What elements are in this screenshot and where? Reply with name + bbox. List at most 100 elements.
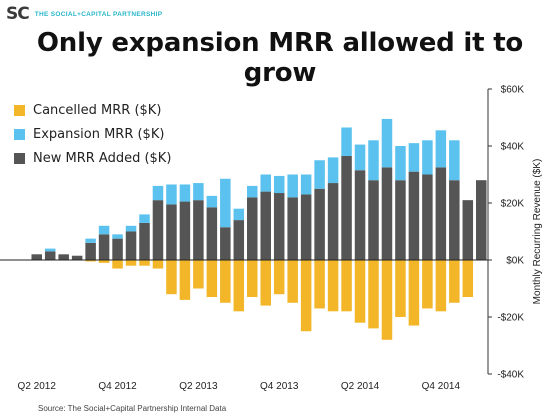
new-mrr-bar xyxy=(31,254,42,260)
cancelled-mrr-bar xyxy=(220,260,231,303)
new-mrr-bar xyxy=(462,200,474,260)
expansion-mrr-bar xyxy=(44,248,56,252)
new-mrr-bar xyxy=(341,155,352,260)
new-mrr-bar xyxy=(408,171,420,260)
new-mrr-bar xyxy=(58,254,69,260)
cancelled-mrr-bar xyxy=(193,260,204,289)
expansion-mrr-bar xyxy=(152,185,164,201)
new-mrr-bar xyxy=(273,193,285,260)
legend-swatch-cancelled xyxy=(14,104,25,116)
new-mrr-bar xyxy=(98,234,110,260)
new-mrr-bar xyxy=(476,180,487,260)
cancelled-mrr-bar xyxy=(166,260,177,295)
new-mrr-bar xyxy=(193,200,204,260)
legend-item-expansion: Expansion MRR ($K) xyxy=(14,122,171,146)
x-tick-label: Q2 2012 xyxy=(18,381,57,392)
new-mrr-bar xyxy=(233,220,245,260)
new-mrr-bar xyxy=(44,251,56,260)
cancelled-mrr-bar xyxy=(112,260,123,269)
y-tick-label: -$20K xyxy=(497,313,524,324)
y-tick-label: $60K xyxy=(501,85,525,96)
expansion-mrr-bar xyxy=(381,118,393,168)
x-tick-label: Q2 2013 xyxy=(179,381,218,392)
y-tick-label: $20K xyxy=(501,199,525,210)
cancelled-mrr-bar xyxy=(314,260,325,309)
new-mrr-bar xyxy=(125,231,137,260)
cancelled-mrr-bar xyxy=(327,260,339,312)
expansion-mrr-bar xyxy=(220,178,231,228)
expansion-mrr-bar xyxy=(449,140,460,181)
page-title: Only expansion MRR allowed it to grow xyxy=(36,28,524,88)
expansion-mrr-bar xyxy=(435,130,447,168)
expansion-mrr-bar xyxy=(287,174,298,198)
new-mrr-bar xyxy=(247,197,258,260)
new-mrr-bar xyxy=(71,255,83,260)
cancelled-mrr-bar xyxy=(462,260,474,298)
expansion-mrr-bar xyxy=(193,183,204,201)
x-tick-label: Q4 2014 xyxy=(422,381,461,392)
expansion-mrr-bar xyxy=(422,140,433,175)
expansion-mrr-bar xyxy=(341,127,352,156)
cancelled-mrr-bar xyxy=(273,260,285,295)
new-mrr-bar xyxy=(152,200,164,260)
new-mrr-bar xyxy=(166,204,177,260)
y-axis-label: Monthly Recurring Revenue ($K) xyxy=(532,159,543,305)
cancelled-mrr-bar xyxy=(260,260,271,306)
expansion-mrr-bar xyxy=(327,157,339,184)
expansion-mrr-bar xyxy=(233,208,245,221)
legend-label-new: New MRR Added ($K) xyxy=(33,150,172,166)
y-tick-label: $0K xyxy=(506,256,524,267)
cancelled-mrr-bar xyxy=(85,260,96,262)
cancelled-mrr-bar xyxy=(395,260,406,317)
x-tick-label: Q2 2014 xyxy=(341,381,380,392)
new-mrr-bar xyxy=(368,180,379,260)
logo-text: THE SOCIAL+CAPITAL PARTNERSHIP xyxy=(34,10,163,18)
new-mrr-bar xyxy=(354,170,366,260)
cancelled-mrr-bar xyxy=(300,260,312,332)
legend-item-cancelled: Cancelled MRR ($K) xyxy=(14,98,171,122)
new-mrr-bar xyxy=(206,207,218,260)
legend-item-new: New MRR Added ($K) xyxy=(14,146,171,170)
chart-legend: Cancelled MRR ($K) Expansion MRR ($K) Ne… xyxy=(14,98,171,170)
expansion-mrr-bar xyxy=(314,160,325,189)
legend-swatch-new xyxy=(14,152,25,164)
new-mrr-bar xyxy=(287,197,298,260)
new-mrr-bar xyxy=(449,180,460,260)
cancelled-mrr-bar xyxy=(422,260,433,309)
expansion-mrr-bar xyxy=(368,140,379,181)
cancelled-mrr-bar xyxy=(449,260,460,303)
y-tick-label: $40K xyxy=(501,142,525,153)
legend-label-cancelled: Cancelled MRR ($K) xyxy=(33,102,162,118)
expansion-mrr-bar xyxy=(98,225,110,235)
x-tick-label: Q4 2013 xyxy=(260,381,299,392)
legend-label-expansion: Expansion MRR ($K) xyxy=(33,126,165,142)
cancelled-mrr-bar xyxy=(368,260,379,329)
expansion-mrr-bar xyxy=(247,185,258,198)
cancelled-mrr-bar xyxy=(233,260,245,312)
expansion-mrr-bar xyxy=(260,174,271,192)
new-mrr-bar xyxy=(112,238,123,260)
expansion-mrr-bar xyxy=(85,238,96,243)
cancelled-mrr-bar xyxy=(408,260,420,326)
new-mrr-bar xyxy=(435,167,447,260)
expansion-mrr-bar xyxy=(395,146,406,181)
expansion-mrr-bar xyxy=(273,175,285,194)
cancelled-mrr-bar xyxy=(435,260,447,312)
new-mrr-bar xyxy=(327,183,339,260)
new-mrr-bar xyxy=(314,188,325,260)
y-tick-label: -$40K xyxy=(497,370,524,381)
cancelled-mrr-bar xyxy=(341,260,352,312)
expansion-mrr-bar xyxy=(166,184,177,205)
cancelled-mrr-bar xyxy=(98,260,110,263)
new-mrr-bar xyxy=(139,222,150,260)
cancelled-mrr-bar xyxy=(381,260,393,340)
cancelled-mrr-bar xyxy=(287,260,298,303)
cancelled-mrr-bar xyxy=(179,260,191,300)
source-note: Source: The Social+Capital Partnership I… xyxy=(38,404,227,413)
expansion-mrr-bar xyxy=(125,225,137,232)
new-mrr-bar xyxy=(395,180,406,260)
new-mrr-bar xyxy=(260,191,271,260)
cancelled-mrr-bar xyxy=(139,260,150,266)
expansion-mrr-bar xyxy=(300,174,312,195)
